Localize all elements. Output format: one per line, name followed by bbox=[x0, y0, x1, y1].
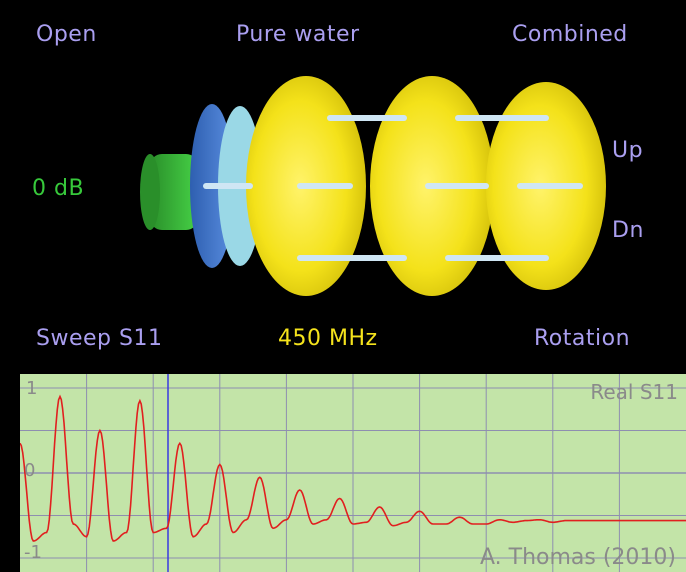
feed-cylinder bbox=[140, 154, 198, 230]
down-button[interactable]: Dn bbox=[612, 218, 644, 243]
gain-readout: 0 dB bbox=[32, 176, 85, 201]
sweep-s11-button[interactable]: Sweep S11 bbox=[36, 326, 163, 351]
y-tick-1: 1 bbox=[26, 378, 38, 399]
combined-button[interactable]: Combined bbox=[512, 22, 628, 47]
s11-plot-svg bbox=[20, 374, 686, 572]
credit-label: A. Thomas (2010) bbox=[479, 545, 676, 570]
pure-water-button[interactable]: Pure water bbox=[236, 22, 360, 47]
y-tick-neg1: -1 bbox=[24, 542, 42, 563]
rotation-button[interactable]: Rotation bbox=[534, 326, 631, 351]
plot-title: Real S11 bbox=[590, 380, 678, 404]
antenna-3d-view bbox=[140, 76, 606, 296]
real-s11-trace bbox=[20, 394, 686, 542]
up-button[interactable]: Up bbox=[612, 138, 644, 163]
open-button[interactable]: Open bbox=[36, 22, 97, 47]
y-tick-0: 0 bbox=[24, 460, 36, 481]
s11-plot[interactable]: Real S11 1 0 -1 A. Thomas (2010) bbox=[20, 374, 686, 572]
support-rods bbox=[203, 115, 583, 261]
frequency-readout: 450 MHz bbox=[278, 326, 378, 351]
